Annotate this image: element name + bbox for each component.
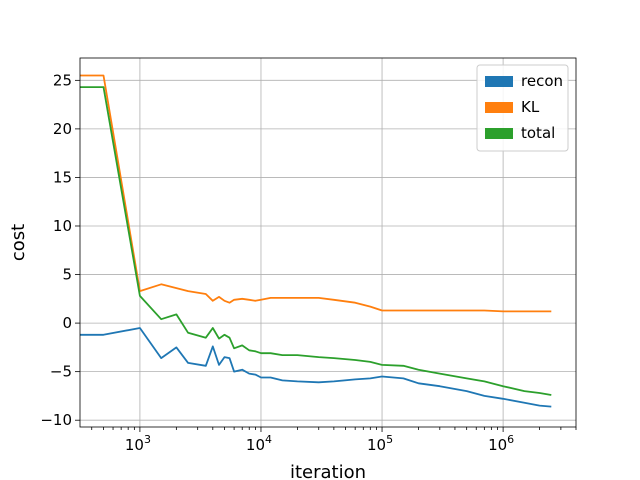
x-tick-label: 103 bbox=[125, 433, 151, 454]
legend-label-recon: recon bbox=[521, 72, 563, 90]
y-axis-ticks: −10 −5 0 5 10 15 20 25 bbox=[40, 71, 80, 429]
legend-swatch-total bbox=[485, 128, 513, 139]
y-tick-label: 20 bbox=[53, 120, 72, 138]
y-tick-label: 5 bbox=[62, 266, 72, 284]
y-tick-label: 0 bbox=[62, 314, 72, 332]
legend-swatch-KL bbox=[485, 102, 513, 113]
plot-frame bbox=[79, 57, 577, 428]
y-tick-label: −5 bbox=[50, 363, 72, 381]
grid bbox=[80, 58, 576, 427]
legend-label-total: total bbox=[521, 124, 555, 142]
y-tick-label: 15 bbox=[53, 168, 72, 186]
y-tick-label: 10 bbox=[53, 217, 72, 235]
y-tick-label: 25 bbox=[53, 71, 72, 89]
x-axis-label: iteration bbox=[290, 462, 366, 480]
x-tick-label: 106 bbox=[488, 433, 514, 454]
x-axis-ticks: 103 104 105 106 bbox=[91, 427, 577, 454]
legend-label-KL: KL bbox=[521, 98, 540, 116]
plot-series bbox=[80, 74, 552, 408]
legend: recon KL total bbox=[476, 64, 569, 152]
series-line-KL bbox=[80, 74, 552, 313]
series-line-recon bbox=[80, 327, 552, 408]
x-tick-label: 105 bbox=[367, 433, 393, 454]
x-tick-label: 104 bbox=[246, 433, 272, 454]
legend-swatch-recon bbox=[485, 76, 513, 87]
series-line-total bbox=[80, 86, 552, 396]
y-axis-label: cost bbox=[8, 224, 29, 261]
y-tick-label: −10 bbox=[40, 411, 72, 429]
